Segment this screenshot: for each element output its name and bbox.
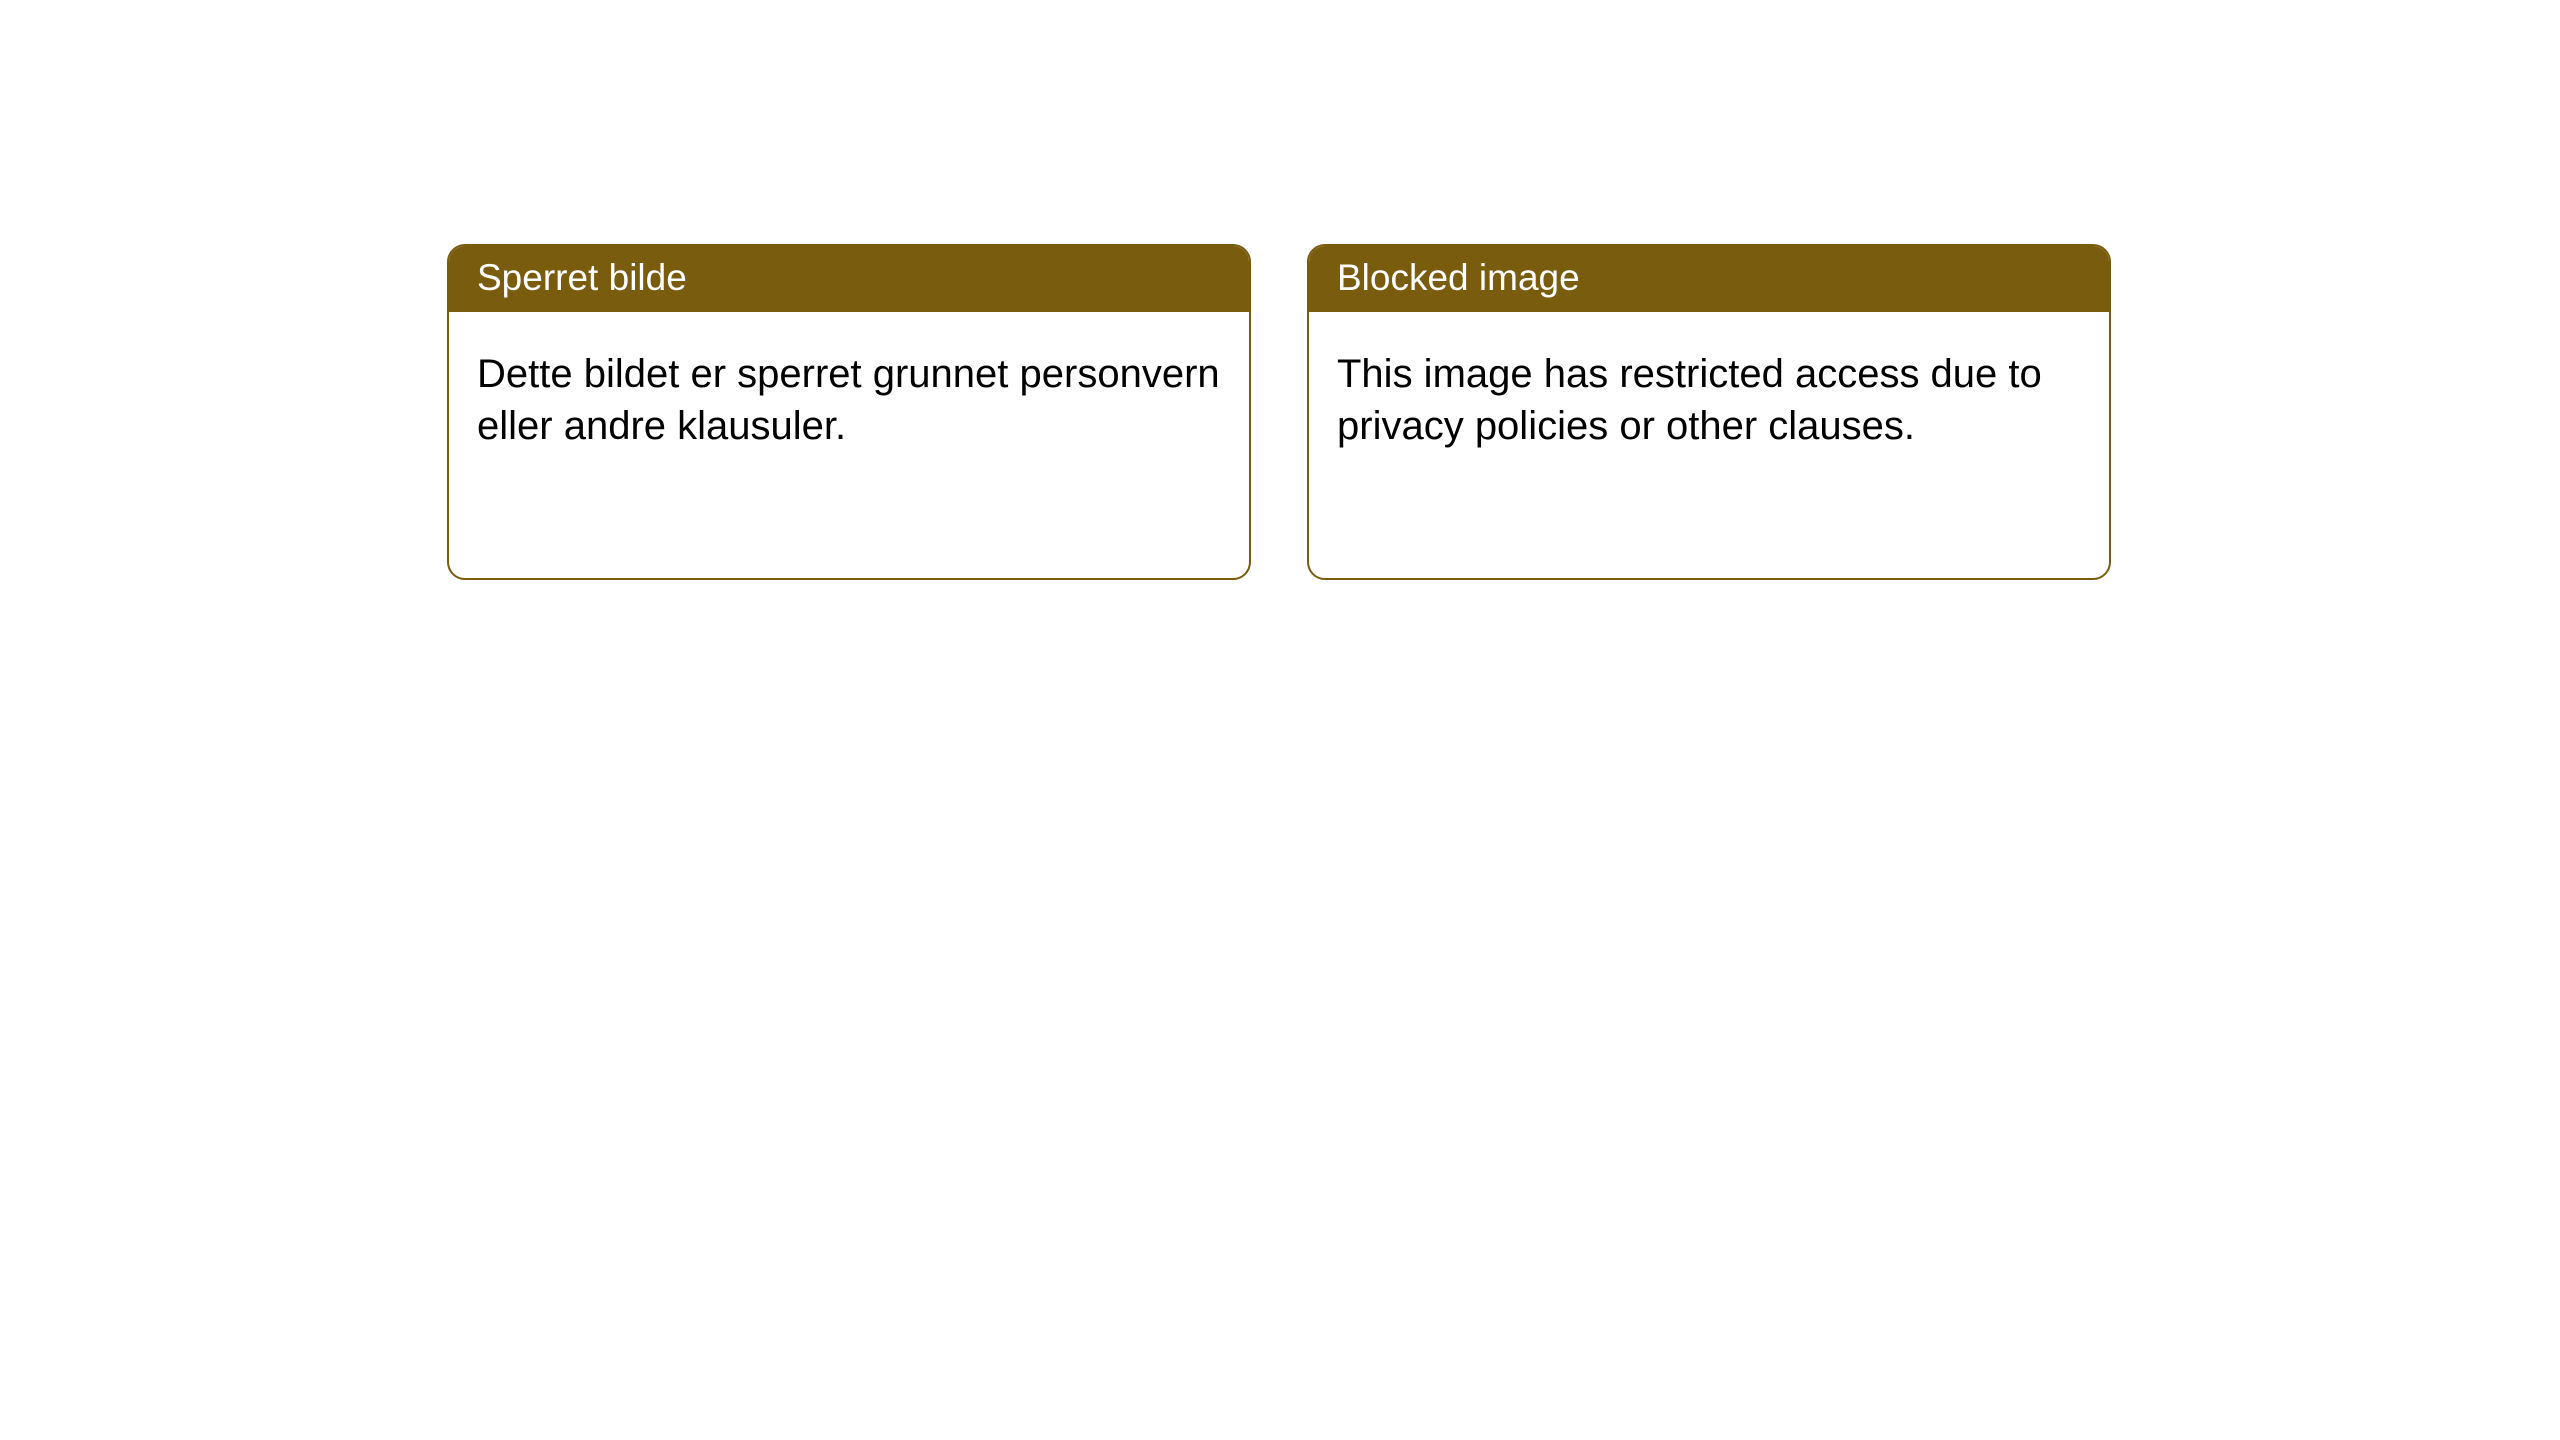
notice-card-english: Blocked image This image has restricted … (1307, 244, 2111, 580)
notice-body: This image has restricted access due to … (1309, 312, 2109, 480)
notice-message: Dette bildet er sperret grunnet personve… (477, 352, 1220, 448)
notice-body: Dette bildet er sperret grunnet personve… (449, 312, 1249, 480)
notice-header: Blocked image (1309, 246, 2109, 312)
notice-header: Sperret bilde (449, 246, 1249, 312)
notice-message: This image has restricted access due to … (1337, 352, 2042, 448)
notice-title: Sperret bilde (477, 257, 687, 298)
notice-card-norwegian: Sperret bilde Dette bildet er sperret gr… (447, 244, 1251, 580)
notice-container: Sperret bilde Dette bildet er sperret gr… (447, 244, 2111, 580)
notice-title: Blocked image (1337, 257, 1580, 298)
